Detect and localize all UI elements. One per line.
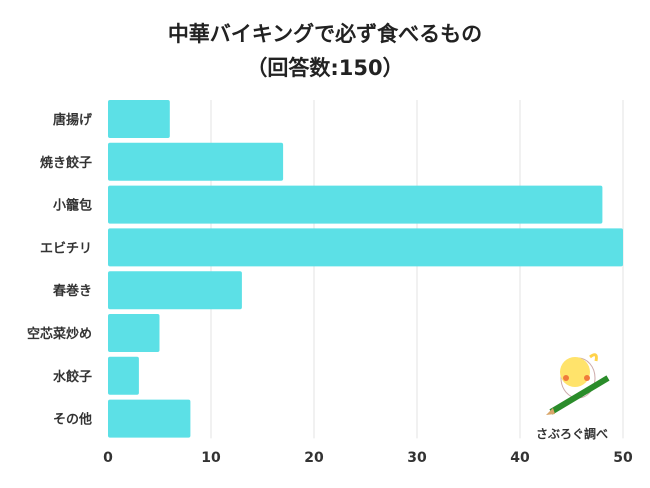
category-label: 水餃子: [53, 369, 92, 385]
source-credit: さぶろぐ調べ: [536, 427, 609, 441]
x-tick-label: 0: [103, 450, 113, 466]
x-tick-label: 50: [613, 450, 633, 466]
category-label: その他: [53, 412, 92, 428]
x-tick-label: 40: [510, 450, 530, 466]
bar: [108, 228, 623, 267]
category-label: 春巻き: [52, 283, 92, 299]
category-label: エビチリ: [40, 240, 92, 256]
x-tick-label: 20: [304, 450, 324, 466]
bar: [108, 356, 139, 395]
category-label: 焼き餃子: [40, 155, 92, 171]
bar: [108, 399, 191, 438]
x-tick-label: 10: [201, 450, 221, 466]
bar: [108, 314, 160, 352]
bar: [108, 271, 242, 310]
category-label: 唐揚げ: [53, 112, 93, 128]
bar: [108, 100, 170, 138]
chart-title: 中華バイキングで必ず食べるもの: [167, 22, 483, 46]
chart-subtitle: （回答数:150）: [246, 56, 404, 80]
x-tick-label: 30: [407, 450, 427, 466]
category-label: 空芯菜炒め: [27, 326, 92, 342]
category-label: 小籠包: [53, 198, 92, 214]
bar: [108, 185, 603, 224]
bar: [108, 142, 284, 181]
